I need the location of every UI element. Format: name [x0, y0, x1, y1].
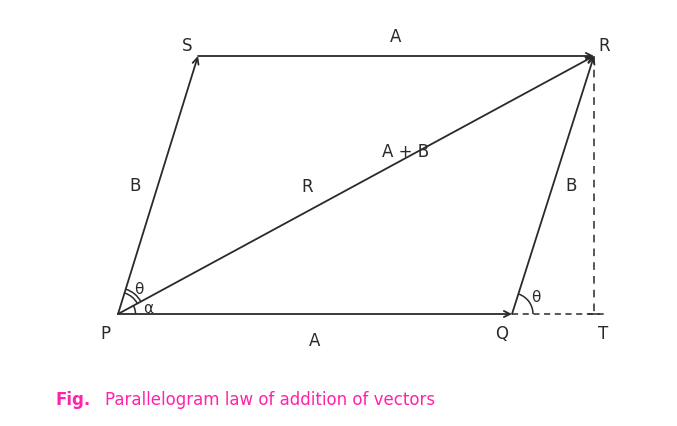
Text: θ: θ: [134, 281, 144, 296]
Text: θ: θ: [531, 289, 541, 304]
Text: Parallelogram law of addition of vectors: Parallelogram law of addition of vectors: [105, 390, 435, 408]
Text: A: A: [391, 28, 401, 46]
Text: B: B: [565, 177, 576, 195]
Text: Fig.: Fig.: [55, 390, 90, 408]
Text: α: α: [143, 300, 153, 315]
Text: P: P: [101, 324, 111, 342]
Text: R: R: [302, 178, 313, 196]
Text: T: T: [598, 324, 608, 342]
Text: R: R: [598, 37, 611, 55]
Text: A + B: A + B: [383, 142, 429, 160]
Text: Q: Q: [496, 324, 508, 342]
Text: A: A: [309, 331, 321, 349]
Text: S: S: [181, 37, 192, 55]
Text: B: B: [129, 177, 141, 195]
